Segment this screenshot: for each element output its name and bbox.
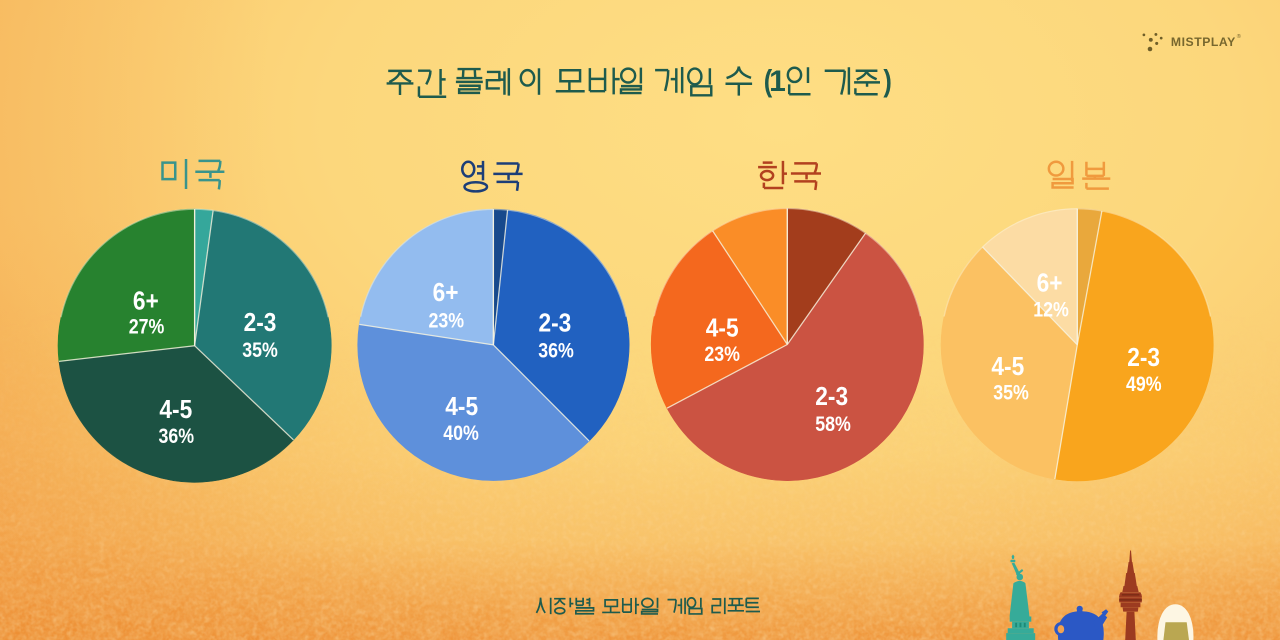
svg-text:36%: 36% [158,425,194,449]
svg-text:4-5: 4-5 [991,353,1024,382]
svg-text:4-5: 4-5 [706,314,739,343]
svg-text:58%: 58% [815,413,851,437]
svg-text:4-5: 4-5 [159,396,192,425]
svg-text:6+: 6+ [1037,269,1063,298]
svg-text:2-3: 2-3 [244,309,277,338]
svg-text:MISTPLAY: MISTPLAY [1171,35,1236,49]
svg-text:): ) [883,64,891,99]
svg-text:6+: 6+ [133,287,159,316]
svg-text:49%: 49% [1126,372,1162,396]
svg-text:(: ( [764,64,773,99]
svg-text:36%: 36% [538,339,574,363]
svg-text:2-3: 2-3 [538,309,571,338]
svg-text:27%: 27% [129,315,165,339]
svg-text:23%: 23% [704,343,740,367]
svg-text:4-5: 4-5 [445,393,478,422]
svg-text:12%: 12% [1033,298,1069,322]
svg-text:35%: 35% [242,339,278,363]
svg-text:1: 1 [769,65,786,98]
svg-text:2-3: 2-3 [1127,344,1160,373]
svg-text:40%: 40% [443,421,479,445]
svg-text:6+: 6+ [433,279,459,308]
svg-text:35%: 35% [993,381,1029,405]
svg-text:2-3: 2-3 [815,383,848,412]
svg-text:23%: 23% [428,309,464,333]
svg-text:®: ® [1237,33,1242,40]
